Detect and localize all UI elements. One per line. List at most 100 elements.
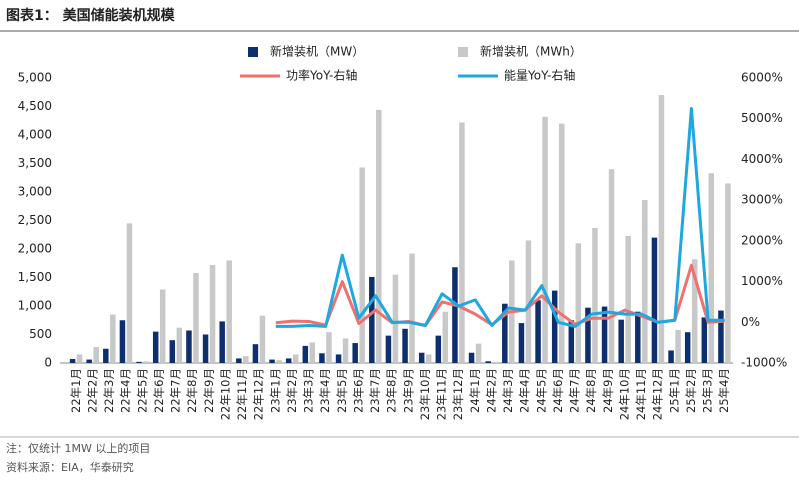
bar bbox=[392, 274, 399, 363]
x-tick-label: 23年5月 bbox=[335, 368, 349, 413]
x-tick-label: 22年5月 bbox=[135, 368, 149, 413]
y-tick-label: 500 bbox=[29, 327, 52, 341]
x-tick-label: 24年9月 bbox=[601, 368, 615, 413]
x-tick-label: 22年12月 bbox=[252, 368, 266, 420]
y-tick-label: 3,500 bbox=[18, 156, 52, 170]
bar bbox=[359, 167, 365, 363]
x-tick-label: 24年2月 bbox=[484, 368, 498, 413]
bar bbox=[159, 289, 166, 363]
bar bbox=[409, 253, 415, 363]
bar bbox=[542, 116, 548, 363]
x-tick-label: 23年9月 bbox=[401, 368, 415, 413]
bar bbox=[551, 290, 558, 363]
bar bbox=[326, 332, 332, 363]
bar bbox=[658, 95, 665, 363]
x-tick-label: 22年10月 bbox=[218, 368, 232, 420]
x-tick-label: 24年5月 bbox=[534, 368, 548, 413]
bar bbox=[302, 345, 309, 363]
bar bbox=[103, 348, 109, 363]
x-tick-label: 23年11月 bbox=[435, 368, 449, 420]
x-tick-label: 22年7月 bbox=[169, 368, 183, 413]
bar bbox=[369, 276, 375, 363]
y2-tick-label: 3000% bbox=[741, 193, 783, 207]
bar bbox=[725, 183, 731, 363]
bar bbox=[169, 340, 176, 363]
bar bbox=[402, 328, 408, 363]
x-tick-label: 24年8月 bbox=[584, 368, 598, 413]
x-tick-label: 24年1月 bbox=[468, 368, 482, 413]
x-tick-label: 24年3月 bbox=[501, 368, 515, 413]
x-tick-label: 23年6月 bbox=[351, 368, 365, 413]
y-tick-label: 1,500 bbox=[18, 270, 52, 284]
x-tick-label: 22年11月 bbox=[235, 368, 249, 420]
bar bbox=[618, 319, 624, 363]
bar bbox=[202, 334, 209, 363]
note: 注：仅统计 1MW 以上的项目 bbox=[6, 441, 150, 455]
bar bbox=[76, 354, 83, 363]
y2-tick-label: 0% bbox=[741, 315, 760, 329]
x-tick-label: 24年12月 bbox=[651, 368, 665, 420]
bar bbox=[608, 169, 615, 363]
bar bbox=[259, 315, 266, 363]
y-tick-label: 1,000 bbox=[18, 299, 52, 313]
bar bbox=[651, 237, 658, 363]
x-tick-label: 23年2月 bbox=[285, 368, 299, 413]
y2-tick-label: 1000% bbox=[741, 274, 783, 288]
bar bbox=[435, 335, 442, 363]
bar bbox=[69, 359, 76, 363]
legend-swatch bbox=[248, 47, 258, 57]
bar bbox=[442, 311, 449, 363]
bar bbox=[276, 360, 282, 363]
x-tick-label: 22年8月 bbox=[185, 368, 199, 413]
legend-label: 能量YoY-右轴 bbox=[504, 68, 575, 83]
y-tick-label: 3,000 bbox=[18, 185, 52, 199]
bar bbox=[425, 354, 432, 363]
x-tick-label: 22年4月 bbox=[119, 368, 133, 413]
bar bbox=[601, 306, 608, 363]
bar bbox=[592, 227, 598, 363]
bar bbox=[119, 320, 126, 363]
y2-tick-label: 6000% bbox=[741, 71, 783, 85]
bar bbox=[718, 310, 724, 363]
x-tick-label: 25年1月 bbox=[667, 368, 681, 413]
x-tick-label: 23年7月 bbox=[368, 368, 382, 413]
bar bbox=[93, 347, 99, 363]
x-tick-label: 25年4月 bbox=[717, 368, 731, 413]
x-tick-label: 22年6月 bbox=[152, 368, 166, 413]
bar bbox=[152, 331, 159, 363]
bar bbox=[701, 317, 708, 363]
y-tick-label: 5,000 bbox=[18, 71, 52, 85]
legend-swatch bbox=[458, 47, 468, 57]
bar bbox=[459, 122, 465, 364]
bar bbox=[625, 235, 631, 363]
bar bbox=[585, 307, 591, 363]
bar bbox=[126, 223, 133, 363]
bar bbox=[335, 354, 342, 363]
bar bbox=[558, 123, 565, 363]
bar bbox=[319, 353, 325, 363]
x-tick-label: 22年1月 bbox=[69, 368, 83, 413]
bar bbox=[243, 356, 249, 363]
x-tick-label: 22年9月 bbox=[202, 368, 216, 413]
bar bbox=[86, 359, 92, 363]
bar bbox=[535, 300, 541, 363]
y-tick-label: 4,000 bbox=[18, 128, 52, 142]
x-tick-label: 24年10月 bbox=[617, 368, 631, 420]
bar bbox=[492, 361, 498, 363]
bar bbox=[385, 335, 392, 363]
bar bbox=[502, 303, 508, 363]
bar bbox=[691, 259, 698, 363]
y2-tick-label: 4000% bbox=[741, 152, 783, 166]
line bbox=[275, 107, 725, 328]
x-tick-label: 24年11月 bbox=[634, 368, 648, 420]
bar bbox=[209, 264, 216, 363]
bar bbox=[193, 272, 199, 363]
x-tick-label: 23年10月 bbox=[418, 368, 432, 420]
x-tick-label: 25年2月 bbox=[684, 368, 698, 413]
bar bbox=[475, 343, 482, 363]
bar bbox=[708, 173, 715, 363]
bar bbox=[110, 314, 116, 363]
bar bbox=[675, 329, 681, 363]
y-tick-label: 2,000 bbox=[18, 242, 52, 256]
